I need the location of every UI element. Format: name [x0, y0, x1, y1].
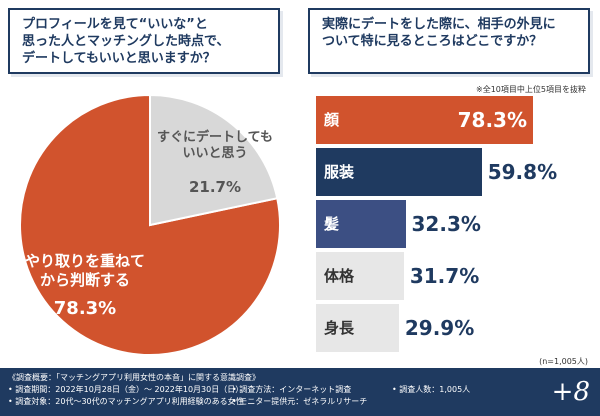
survey-provider: • モニター提供元：ゼネラルリサーチ	[232, 397, 368, 406]
bar	[316, 252, 404, 300]
question-1-line: デートしてもいいと思いますか？	[22, 51, 216, 66]
brand-logo: +8	[551, 377, 590, 407]
bar	[316, 304, 399, 352]
sample-size: (n=1,005人)	[539, 357, 588, 366]
question-1-line: 思った人とマッチングした時点で、	[22, 34, 230, 49]
question-1-line: プロフィールを見て“いいな”と	[22, 17, 208, 32]
pie-chart: すぐにデートしても いいと思う 21.7% やり取りを重ねて から判断する 78…	[0, 90, 300, 360]
survey-count: • 調査人数：1,005人	[392, 385, 471, 394]
survey-method: • 調査方法：インターネット調査	[232, 385, 352, 394]
bar-value-label: 32.3%	[411, 212, 481, 236]
pie-label-line: すぐにデートしても	[157, 130, 273, 145]
bar-row: 体格 31.7%	[316, 252, 596, 300]
pie-label-decide-after-chatting: やり取りを重ねて から判断する	[10, 252, 160, 290]
bar-label: 髪	[324, 215, 340, 233]
bar-label: 身長	[324, 319, 355, 337]
bar-value-label: 31.7%	[409, 264, 480, 288]
question-2-line: ついて特に見るところはどこですか？	[322, 34, 543, 49]
bar-row: 服装 59.8%	[316, 148, 596, 196]
pie-svg	[19, 93, 281, 356]
bar-label: 体格	[324, 267, 355, 285]
bar-value-label: 29.9%	[404, 316, 475, 340]
pie-label-line: から判断する	[39, 270, 130, 289]
bar-label: 顔	[324, 111, 340, 129]
pie-value-decide-after-chatting: 78.3%	[53, 298, 117, 319]
pie-slice-date-soon	[149, 93, 279, 227]
survey-footer: 《調査概要：「マッチングアプリ利用女性の本音」に関する意識調査》 • 調査期間：…	[0, 368, 600, 416]
pie-label-line: いいと思う	[182, 146, 248, 162]
selection-note: ※全10項目中上位5項目を抜粋	[476, 85, 586, 94]
pie-label-line: やり取りを重ねて	[24, 252, 145, 270]
bar-row: 身長 29.9%	[316, 304, 596, 352]
bar-row: 髪 32.3%	[316, 200, 596, 248]
survey-overview: 《調査概要：「マッチングアプリ利用女性の本音」に関する意識調査》	[8, 373, 260, 382]
bar-value-label: 78.3%	[457, 108, 527, 132]
bar-label: 服装	[324, 163, 355, 181]
pie-value-date-soon: 21.7%	[188, 178, 242, 196]
bar	[316, 148, 482, 196]
question-2-line: 実際にデートをした際に、相手の外見に	[322, 17, 556, 32]
bar-value-label: 59.8%	[487, 160, 558, 184]
bar	[316, 96, 533, 144]
bar	[316, 200, 406, 248]
question-2-box: 実際にデートをした際に、相手の外見に ついて特に見るところはどこですか？	[308, 8, 590, 74]
pie-label-date-soon: すぐにデートしても いいと思う	[140, 130, 290, 163]
bar-chart: 顔 78.3% 服装 59.8% 髪 32.3% 体格 31.7% 身長 29.9%	[316, 96, 596, 356]
pie-slice-decide-after-chatting	[19, 93, 281, 356]
survey-target: • 調査対象：20代～30代のマッチングアプリ利用経験のある女性	[8, 397, 244, 406]
survey-period: • 調査期間：2022年10月28日（金）～ 2022年10月30日（日）	[8, 385, 244, 394]
question-1-box: プロフィールを見て“いいな”と 思った人とマッチングした時点で、 デートしてもい…	[8, 8, 280, 74]
bar-row: 顔 78.3%	[316, 96, 596, 144]
